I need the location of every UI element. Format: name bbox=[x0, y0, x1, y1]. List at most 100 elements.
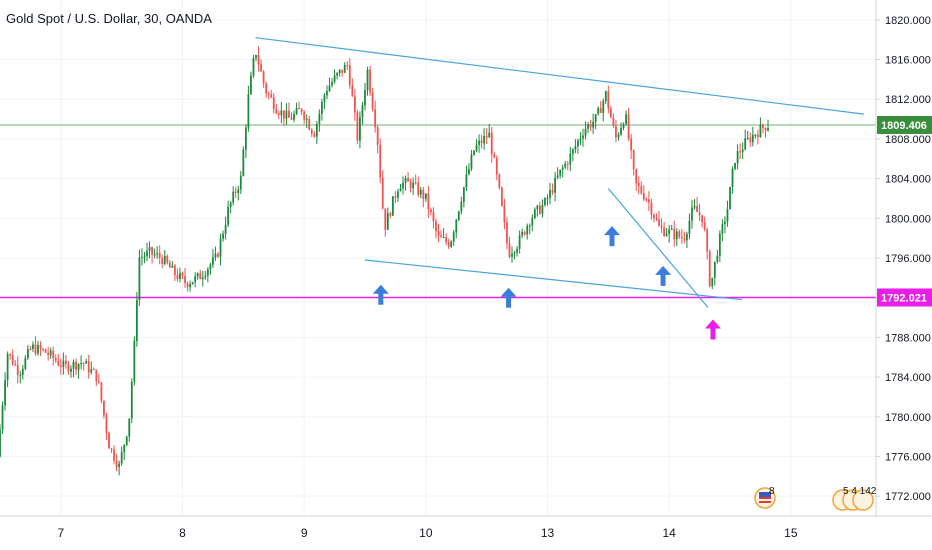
candle-body bbox=[176, 275, 179, 279]
event-badge-left[interactable]: 8 bbox=[754, 486, 776, 509]
arrow-up-icon[interactable] bbox=[500, 287, 517, 308]
arrow-shaft bbox=[609, 234, 615, 247]
candle-body bbox=[617, 134, 620, 138]
trendline-1[interactable] bbox=[255, 37, 864, 115]
y-tick-label: 1788.000 bbox=[885, 332, 931, 344]
candle-body bbox=[414, 182, 417, 184]
candle-body bbox=[277, 113, 280, 116]
time-axis-panel[interactable] bbox=[0, 516, 932, 550]
trendline-2[interactable] bbox=[364, 259, 743, 301]
candle-body bbox=[577, 140, 579, 147]
candle-body bbox=[635, 169, 638, 183]
candle-body bbox=[397, 191, 399, 198]
candle-body bbox=[141, 256, 143, 258]
candle-body bbox=[620, 127, 622, 135]
candle-body bbox=[0, 429, 1, 457]
candle-body bbox=[57, 360, 60, 366]
candle-body bbox=[457, 211, 460, 220]
candle-body bbox=[574, 146, 577, 150]
candle-body bbox=[123, 444, 126, 453]
candle-body bbox=[691, 207, 693, 221]
arrow-head bbox=[603, 226, 620, 236]
arrow-up-icon[interactable] bbox=[655, 265, 672, 286]
candle-body bbox=[191, 282, 194, 285]
price-axis-panel[interactable] bbox=[876, 0, 932, 516]
candle-body bbox=[592, 121, 595, 128]
x-tick-label: 10 bbox=[419, 526, 433, 540]
y-tick-label: 1776.000 bbox=[885, 451, 931, 463]
candle-body bbox=[399, 188, 402, 192]
candle-body bbox=[759, 124, 762, 138]
candle-body bbox=[407, 178, 409, 182]
candle-body bbox=[653, 214, 655, 219]
arrow-head bbox=[500, 287, 517, 297]
candle-body bbox=[716, 255, 719, 262]
x-tick-label: 7 bbox=[57, 526, 64, 540]
candle-body bbox=[683, 238, 686, 241]
candle-body bbox=[333, 75, 336, 82]
candle-body bbox=[432, 212, 435, 222]
candle-body bbox=[313, 134, 316, 137]
candle-body bbox=[11, 355, 14, 365]
candle-body bbox=[402, 182, 404, 189]
candle-body bbox=[1, 405, 4, 430]
candle-body bbox=[701, 215, 704, 223]
y-tick-label: 1808.000 bbox=[885, 134, 931, 146]
candle-body bbox=[533, 209, 536, 219]
candle-body bbox=[70, 368, 72, 372]
trendlines[interactable] bbox=[255, 37, 864, 309]
candle-body bbox=[696, 205, 698, 212]
candle-body bbox=[637, 182, 640, 187]
candle-body bbox=[442, 237, 445, 239]
candle-body bbox=[731, 168, 734, 187]
trendline-3[interactable] bbox=[607, 188, 709, 309]
arrow-markers[interactable] bbox=[372, 226, 721, 340]
flag-stripe-icon bbox=[759, 497, 771, 499]
x-tick-label: 13 bbox=[541, 526, 555, 540]
candle-body bbox=[44, 349, 47, 353]
candle-body bbox=[326, 90, 328, 96]
candle-body bbox=[678, 231, 681, 237]
arrow-up-icon[interactable] bbox=[704, 319, 721, 340]
candle-body bbox=[739, 151, 742, 153]
candle-body bbox=[239, 175, 242, 190]
candle-body bbox=[551, 189, 554, 193]
candle-body bbox=[579, 138, 582, 141]
candle-body bbox=[265, 83, 268, 94]
candle-body bbox=[721, 224, 724, 234]
candle-body bbox=[675, 231, 678, 240]
candle-body bbox=[422, 189, 425, 199]
arrow-up-icon[interactable] bbox=[372, 284, 389, 305]
candle-body bbox=[4, 380, 6, 406]
candle-body bbox=[767, 128, 769, 131]
candle-body bbox=[257, 55, 260, 65]
candle-body bbox=[133, 340, 136, 382]
candle-body bbox=[450, 241, 453, 247]
candle-body bbox=[6, 353, 9, 381]
candle-body bbox=[412, 182, 415, 188]
candle-body bbox=[168, 262, 171, 268]
candle-body bbox=[724, 221, 726, 225]
candle-body bbox=[607, 91, 610, 109]
candle-body bbox=[746, 137, 749, 139]
candle-body bbox=[227, 206, 230, 225]
candle-body bbox=[270, 94, 273, 98]
arrow-up-icon[interactable] bbox=[603, 226, 620, 247]
candle-body bbox=[564, 163, 567, 168]
candle-body bbox=[531, 218, 534, 226]
candle-body bbox=[647, 199, 650, 203]
candle-body bbox=[394, 196, 397, 198]
x-axis-ticks: 7 8 9 10 13 14 15 bbox=[57, 526, 797, 540]
candle-body bbox=[498, 174, 501, 188]
candle-body bbox=[500, 187, 503, 206]
candle-body bbox=[518, 235, 521, 249]
candle-body bbox=[222, 233, 224, 239]
candle-body bbox=[161, 257, 164, 264]
candle-body bbox=[729, 186, 731, 210]
event-badge-right[interactable]: 5 4 142 bbox=[832, 486, 877, 511]
candle-body bbox=[229, 202, 232, 207]
candlestick-series bbox=[0, 46, 769, 476]
candle-body bbox=[37, 344, 39, 354]
candle-body bbox=[341, 69, 344, 73]
